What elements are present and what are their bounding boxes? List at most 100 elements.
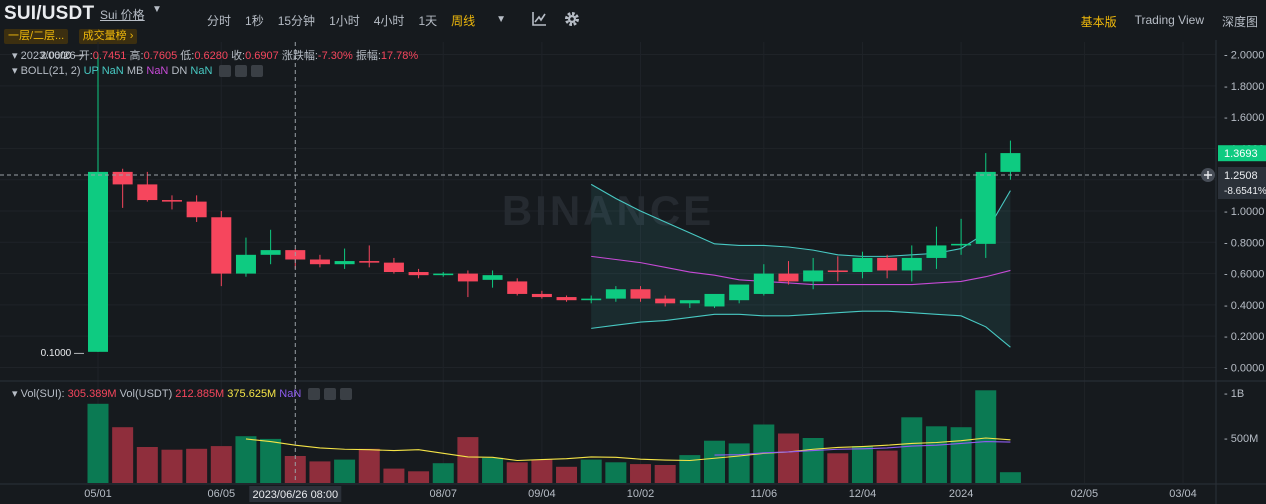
- volume-bar: [112, 427, 134, 483]
- volume-bar: [506, 462, 528, 483]
- volume-bar: [457, 437, 479, 483]
- settings-icon[interactable]: [235, 65, 248, 78]
- caret-icon[interactable]: ▾: [12, 65, 18, 77]
- watermark: BINANCE: [502, 187, 714, 234]
- time-tick-label: 03/04: [1169, 488, 1197, 500]
- caret-icon[interactable]: ▾: [12, 50, 18, 62]
- time-tick-label: 02/05: [1071, 488, 1099, 500]
- legend-amp: 17.78%: [380, 50, 419, 62]
- volume-bar: [383, 468, 405, 483]
- volume-bar: [704, 440, 725, 483]
- interval-selector: 分时 1秒 15分钟 1小时 4小时 1天 周线 ▼: [200, 12, 512, 29]
- crosshair-time-box: [249, 486, 342, 502]
- time-tick-label: 11/06: [750, 488, 777, 500]
- interval-1d[interactable]: 1天: [418, 14, 438, 28]
- time-tick-label: 12/04: [849, 488, 877, 500]
- volume-bar: [827, 453, 849, 483]
- candle-body: [507, 281, 528, 294]
- candle-body: [556, 297, 577, 301]
- candle-body: [655, 298, 676, 304]
- volume-ma-lines: [245, 437, 1011, 462]
- volume-bar: [901, 417, 923, 483]
- close-icon[interactable]: [251, 65, 264, 78]
- eye-icon[interactable]: [308, 388, 321, 401]
- price-page-link[interactable]: Sui 价格: [100, 8, 145, 22]
- eye-icon[interactable]: [219, 65, 232, 78]
- volume-legend: ▾ Vol(SUI): 305.389M Vol(USDT) 212.885M …: [12, 387, 353, 401]
- view-tradingview[interactable]: Trading View: [1134, 13, 1204, 27]
- candle-body: [901, 257, 922, 271]
- volume-bar: [260, 438, 282, 483]
- boll-dn-value: NaN: [190, 65, 213, 77]
- caret-icon[interactable]: ▾: [12, 388, 18, 400]
- candles: [88, 54, 1021, 352]
- boll-band-fill: [591, 184, 1011, 348]
- price-tick-label: - 1.8000: [1224, 81, 1264, 93]
- candle-body: [88, 171, 108, 352]
- interval-time[interactable]: 分时: [207, 14, 232, 28]
- price-tick-label: - 2.0000: [1224, 50, 1264, 62]
- volume-bar: [432, 463, 454, 483]
- candle-body: [383, 262, 404, 273]
- interval-1w[interactable]: 周线: [451, 14, 476, 28]
- legend-low-label: 低:: [180, 50, 195, 62]
- candle-body: [457, 273, 478, 282]
- vol-ma2-value: NaN: [279, 388, 302, 400]
- candle-body: [433, 273, 454, 276]
- volume-bar: [605, 462, 627, 483]
- legend-change: -7.30%: [317, 50, 353, 62]
- volume-bar: [531, 459, 553, 483]
- pair-title: SUI/USDT: [4, 3, 95, 24]
- current-price-box: [1218, 145, 1266, 162]
- candle-body: [852, 257, 873, 273]
- max-price-label: 2.0000 —: [41, 51, 84, 62]
- vol-ma1-value: 375.625M: [227, 388, 277, 400]
- interval-4h[interactable]: 4小时: [373, 14, 405, 28]
- boll-up-label: UP: [83, 65, 99, 77]
- volume-bar: [161, 449, 183, 483]
- vol-sui-value: 305.389M: [67, 388, 117, 400]
- volume-bar: [580, 459, 602, 483]
- ohlc-legend: ▾ 2023/06/26 开:0.7451 高:0.7605 低:0.6280 …: [12, 47, 418, 63]
- view-depth[interactable]: 深度图: [1221, 15, 1258, 29]
- indicator-chart-icon[interactable]: [530, 10, 548, 28]
- candle-body: [408, 272, 429, 276]
- time-tick-label: 06/05: [208, 488, 236, 500]
- settings-icon[interactable]: [324, 388, 337, 401]
- candle-body: [137, 184, 158, 201]
- interval-1s[interactable]: 1秒: [245, 14, 264, 28]
- chevron-down-icon[interactable]: ▼: [496, 14, 507, 25]
- gear-icon[interactable]: [563, 10, 581, 28]
- candle-body: [1000, 153, 1021, 172]
- crosshair-price-box: [1218, 167, 1266, 199]
- candle-body: [309, 259, 330, 265]
- category-tag[interactable]: 一层/二层...: [4, 29, 69, 44]
- crosshair-percent-label: -8.6541%: [1224, 186, 1266, 197]
- candle-body: [975, 171, 996, 244]
- interval-15m[interactable]: 15分钟: [277, 14, 316, 28]
- view-basic[interactable]: 基本版: [1080, 15, 1117, 29]
- volume-bar: [975, 390, 997, 483]
- volume-rank-tag[interactable]: 成交量榜 ›: [78, 29, 138, 44]
- price-tick-label: - 0.2000: [1224, 331, 1264, 343]
- close-icon[interactable]: [340, 388, 353, 401]
- vol-sui-label: Vol(SUI):: [20, 388, 65, 400]
- boll-band-area: [591, 184, 1011, 348]
- price-tick-label: - 0.6000: [1224, 269, 1264, 281]
- legend-low: 0.6280: [194, 50, 228, 62]
- candle-body: [729, 284, 750, 301]
- chevron-down-icon[interactable]: ▼: [152, 4, 162, 15]
- interval-1h[interactable]: 1小时: [329, 14, 360, 28]
- candle-body: [235, 254, 256, 274]
- boll-dn-label: DN: [171, 65, 188, 77]
- candle-body: [161, 200, 182, 202]
- candle-body: [482, 275, 503, 280]
- legend-close: 0.6907: [245, 50, 279, 62]
- volume-bar: [679, 455, 701, 483]
- price-tick-label: - 1.0000: [1224, 206, 1264, 218]
- crosshair-price-label: 1.2508: [1224, 170, 1258, 182]
- candle-body: [827, 270, 848, 273]
- time-tick-label: 10/02: [627, 488, 655, 500]
- legend-open-label: 开:: [78, 50, 93, 62]
